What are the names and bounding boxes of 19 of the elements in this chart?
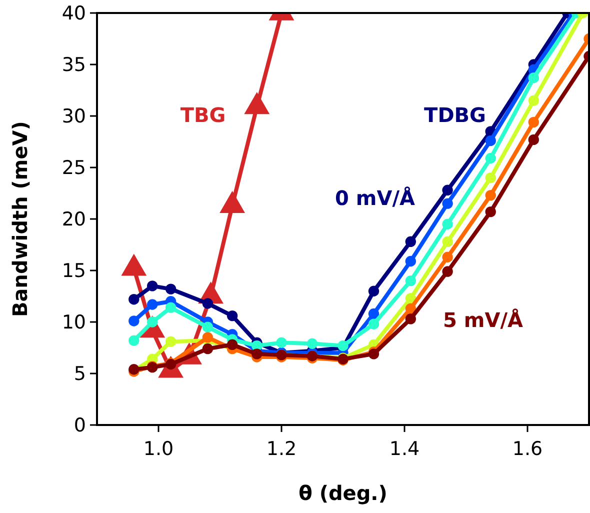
x-tick-label: 1.4 [389,438,420,460]
y-tick-label: 25 [62,157,86,180]
y-tick-label: 20 [62,208,86,231]
y-tick-label: 30 [62,106,86,128]
series-label: TBG [180,103,226,127]
series-label: 0 mV/Å [335,186,416,210]
y-tick-label: 15 [62,260,86,282]
x-tick-label: 1.0 [143,438,174,460]
y-tick-label: 40 [62,2,86,25]
annotation: TDBG [424,103,486,127]
x-tick-label: 1.6 [512,438,543,460]
y-axis-title: Bandwidth (meV) [8,121,32,317]
y-tick-label: 5 [74,363,86,386]
y-tick-label: 35 [62,54,86,76]
y-tick-label: 10 [62,312,86,334]
y-tick-label: 0 [74,414,86,437]
x-axis-title: θ (deg.) [298,481,388,505]
x-tick-label: 1.2 [266,438,297,460]
series-label: 5 mV/Å [443,308,524,332]
